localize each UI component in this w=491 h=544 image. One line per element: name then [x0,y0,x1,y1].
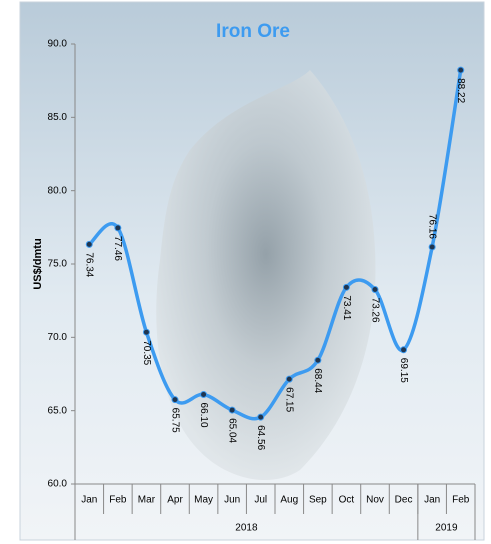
data-label: 73.26 [369,298,380,323]
background-rock [156,70,376,480]
data-point [285,375,293,383]
y-tick-label: 85.0 [48,112,68,123]
data-label: 66.10 [198,403,209,428]
data-point [314,356,322,364]
data-label: 69.15 [398,358,409,383]
data-point [428,243,436,251]
x-tick-label: Aug [280,495,298,506]
y-tick-label: 65.0 [48,405,68,416]
y-tick-label: 75.0 [48,259,68,270]
data-point [200,391,208,399]
x-tick-label: Jun [224,495,240,506]
year-label: 2018 [235,523,258,534]
x-tick-label: Jan [424,495,440,506]
data-label: 76.34 [84,252,95,277]
data-point [85,240,93,248]
chart-title: Iron Ore [216,21,290,42]
data-label: 65.75 [169,408,180,433]
data-label: 67.15 [284,387,295,412]
x-tick-label: Jul [254,495,267,506]
x-tick-label: Sep [309,495,327,506]
data-point [342,283,350,291]
data-label: 70.35 [141,340,152,365]
data-point [228,406,236,414]
x-tick-label: Mar [138,495,156,506]
data-point [114,224,122,232]
data-point [371,286,379,294]
data-label: 64.56 [255,425,266,450]
data-point [457,66,465,74]
year-label: 2019 [435,523,458,534]
x-tick-label: Apr [167,495,183,506]
data-label: 68.44 [312,368,323,393]
data-label: 88.22 [455,78,466,103]
x-tick-label: Dec [395,495,413,506]
y-tick-label: 70.0 [48,332,68,343]
x-tick-label: Nov [366,495,384,506]
data-label: 65.04 [227,418,238,443]
x-tick-label: Feb [452,495,470,506]
x-tick-label: Jan [81,495,97,506]
data-point [257,413,265,421]
y-tick-label: 80.0 [48,185,68,196]
data-point [400,346,408,354]
data-label: 73.41 [341,295,352,320]
data-label: 77.46 [112,236,123,261]
y-tick-label: 90.0 [48,39,68,50]
x-tick-label: May [194,495,213,506]
y-axis-label: US$/dmtu [32,238,44,289]
data-point [142,328,150,336]
y-tick-label: 60.0 [48,479,68,490]
data-label: 76.16 [427,214,438,239]
x-tick-label: Oct [339,495,355,506]
x-tick-label: Feb [109,495,127,506]
data-point [171,396,179,404]
